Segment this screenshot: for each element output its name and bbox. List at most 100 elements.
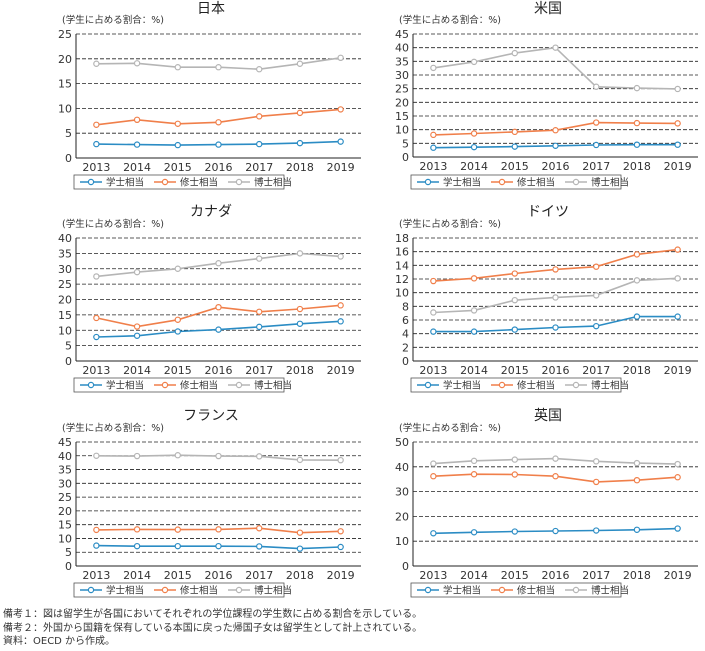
x-tick-label: 2017 — [582, 364, 610, 377]
legend-swatch-marker — [498, 178, 506, 186]
legend-box — [73, 377, 285, 393]
legend-label: 博士相当 — [254, 380, 292, 392]
data-point — [296, 545, 304, 552]
y-tick-label: 35 — [395, 55, 409, 68]
y-axis-label: (学生に占める割合：%) — [399, 14, 501, 26]
data-point — [430, 473, 437, 480]
data-point — [633, 251, 641, 258]
chart-panel: 英国 (学生に占める割合：%) 0 10 20 30 40 50 2013 2014 2015 201… — [395, 407, 698, 598]
data-point — [470, 328, 478, 335]
data-point — [633, 476, 641, 484]
legend-label: 学士相当 — [443, 380, 481, 392]
legend-swatch-marker — [87, 178, 95, 186]
data-point — [430, 460, 437, 467]
y-tick-label: 50 — [395, 436, 409, 449]
y-tick-label: 5 — [65, 340, 72, 353]
data-point — [470, 307, 478, 314]
y-tick-label: 15 — [58, 78, 72, 91]
data-point — [430, 328, 437, 335]
legend-label: 博士相当 — [591, 585, 629, 597]
x-tick-label: 2015 — [164, 364, 192, 377]
x-tick-label: 2016 — [205, 364, 233, 377]
legend-label: 学士相当 — [106, 585, 144, 597]
data-point — [552, 266, 559, 273]
data-point — [133, 526, 141, 533]
data-point — [430, 530, 437, 537]
data-point — [215, 119, 222, 126]
y-tick-label: 18 — [395, 232, 409, 245]
legend-swatch-marker — [161, 586, 169, 594]
y-tick-label: 35 — [58, 464, 72, 477]
legend-label: 修士相当 — [180, 585, 218, 597]
data-point — [337, 528, 344, 535]
legend-label: 博士相当 — [254, 177, 292, 189]
legend-label: 学士相当 — [443, 585, 481, 597]
data-point — [470, 457, 478, 465]
x-tick-label: 2013 — [82, 569, 110, 582]
x-tick-label: 2013 — [82, 364, 110, 377]
data-point — [337, 54, 344, 62]
data-point — [93, 542, 100, 549]
data-point — [674, 120, 681, 127]
data-point — [174, 542, 181, 550]
data-point — [93, 273, 100, 280]
legend-label: 博士相当 — [591, 380, 629, 392]
legend-box — [410, 582, 622, 598]
y-axis-label: (学生に占める割合：%) — [399, 218, 501, 230]
data-point — [296, 250, 304, 257]
y-tick-label: 30 — [58, 263, 72, 276]
legend-box — [410, 174, 622, 190]
chart-title: 米国 — [534, 1, 562, 17]
data-point — [633, 459, 641, 467]
legend-label: 修士相当 — [517, 177, 555, 189]
data-point — [256, 140, 263, 148]
x-tick-label: 2018 — [623, 364, 651, 377]
y-tick-label: 5 — [65, 127, 72, 140]
chart-title: ドイツ — [527, 204, 569, 220]
x-tick-label: 2019 — [327, 569, 355, 582]
y-tick-label: 10 — [395, 535, 409, 548]
x-tick-label: 2019 — [664, 569, 692, 582]
data-point — [174, 526, 181, 533]
data-point — [633, 141, 641, 148]
data-point — [511, 270, 518, 277]
data-point — [215, 526, 222, 533]
y-tick-label: 40 — [395, 42, 409, 55]
y-tick-label: 15 — [395, 110, 409, 123]
y-tick-label: 10 — [395, 124, 409, 137]
legend-swatch-marker — [498, 586, 506, 594]
data-point — [215, 452, 222, 460]
data-point — [133, 60, 141, 67]
y-tick-label: 10 — [58, 532, 72, 545]
data-point — [593, 527, 600, 534]
data-point — [215, 141, 222, 148]
y-tick-label: 12 — [395, 273, 409, 286]
chart-panel: カナダ (学生に占める割合：%) 0 5 10 15 20 25 30 35 40 2013 2014 2… — [58, 204, 361, 393]
x-tick-label: 2013 — [419, 364, 447, 377]
x-tick-label: 2018 — [286, 569, 314, 582]
chart-title: フランス — [183, 408, 239, 424]
notes: 備考１：図は留学生が各国においてそれぞれの学位課程の学生数に占める割合を示してい… — [3, 608, 422, 649]
x-tick-label: 2018 — [286, 161, 314, 174]
data-point — [215, 64, 222, 71]
data-point — [174, 64, 181, 71]
legend-label: 修士相当 — [180, 380, 218, 392]
data-point — [511, 471, 518, 478]
data-point — [133, 323, 141, 330]
data-point — [552, 527, 559, 535]
data-point — [593, 292, 600, 299]
data-point — [430, 309, 437, 316]
data-point — [256, 66, 263, 73]
data-point — [674, 275, 681, 282]
data-point — [93, 314, 100, 322]
y-tick-label: 45 — [395, 28, 409, 41]
data-point — [674, 460, 681, 468]
chart-title: 日本 — [197, 1, 225, 17]
x-tick-label: 2016 — [205, 569, 233, 582]
legend-box — [73, 582, 285, 598]
note-2: 備考２：外国から国籍を保有している本国に戻った帰国子女は留学生として計上されてい… — [3, 622, 423, 634]
data-point — [430, 144, 437, 151]
data-point — [511, 456, 518, 463]
y-tick-label: 16 — [395, 246, 409, 259]
